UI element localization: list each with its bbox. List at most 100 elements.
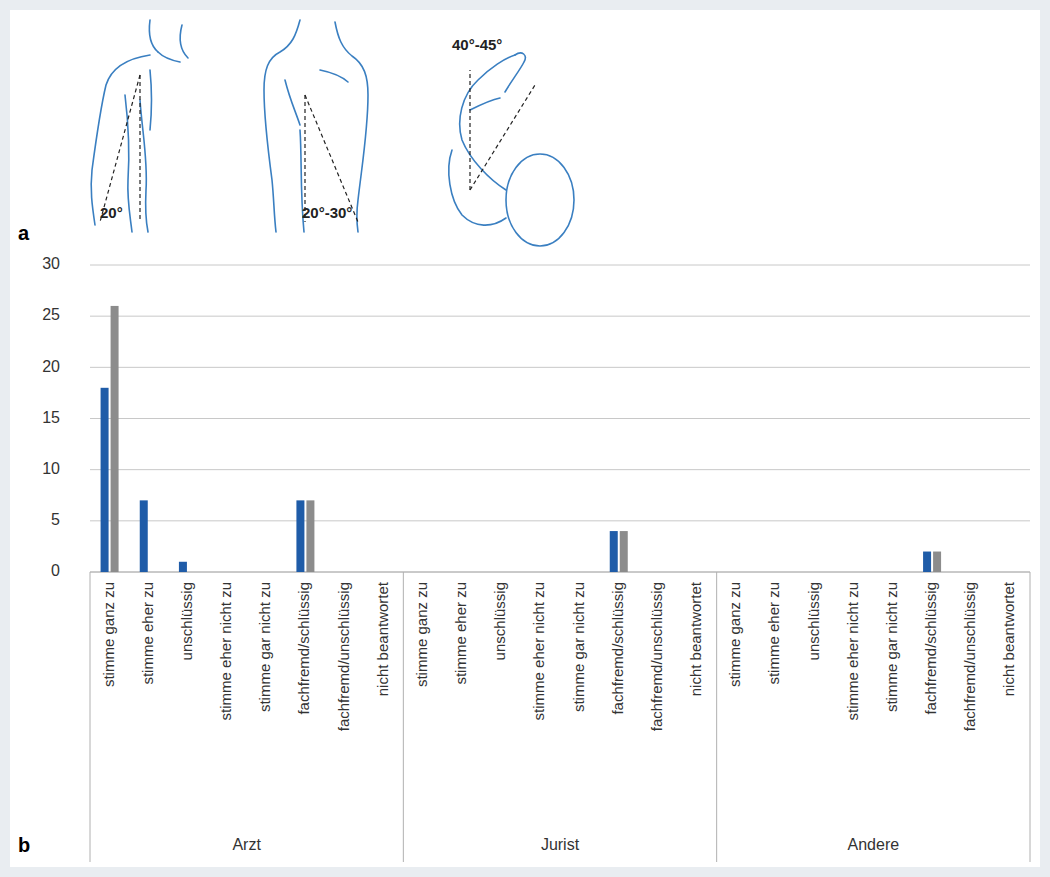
bar	[649, 572, 657, 573]
bar	[816, 572, 824, 573]
panel-background	[10, 10, 1040, 867]
sketch-line	[470, 98, 500, 110]
group-separator	[403, 572, 404, 862]
bar	[346, 572, 354, 573]
bar	[492, 572, 500, 573]
category-label: fachfremd/schlüssig	[609, 582, 626, 715]
bars	[101, 306, 942, 572]
bar	[463, 572, 471, 573]
category-label: stimme ganz zu	[726, 582, 743, 687]
x-axis	[90, 572, 1030, 573]
category-label: fachfremd/unschlüssig	[961, 582, 978, 731]
bar	[737, 572, 745, 573]
sketches	[91, 20, 574, 246]
category-label: stimme gar nicht zu	[883, 582, 900, 712]
bar	[698, 572, 706, 573]
bar	[453, 572, 461, 573]
grid-line	[90, 316, 1030, 317]
sketch-line	[150, 70, 152, 130]
bar	[218, 572, 226, 573]
group-separator	[1030, 572, 1031, 862]
bar	[228, 572, 236, 573]
bar	[581, 572, 589, 573]
panel-letter: b	[18, 834, 30, 856]
category-label: fachfremd/unschlüssig	[648, 582, 665, 731]
category-label: nicht beantwortet	[687, 581, 704, 696]
angle-label: 20°	[100, 204, 123, 221]
grid-line	[90, 572, 1030, 573]
category-label: unschlüssig	[178, 582, 195, 660]
panel-letter: a	[18, 222, 30, 244]
group-label: Andere	[848, 836, 900, 853]
category-label: stimme eher nicht zu	[844, 582, 861, 720]
bar	[845, 572, 853, 573]
bar	[620, 531, 628, 572]
sketch-line	[335, 22, 368, 232]
category-label: unschlüssig	[805, 582, 822, 660]
bar	[375, 572, 383, 573]
category-label: stimme eher nicht zu	[217, 582, 234, 720]
group-label: Jurist	[541, 836, 580, 853]
sketch-line	[505, 53, 525, 92]
bar	[776, 572, 784, 573]
angle-line	[139, 75, 140, 222]
bar	[894, 572, 902, 573]
bar	[727, 572, 735, 573]
sketch-line	[140, 100, 148, 232]
bar	[962, 572, 970, 573]
bar	[972, 572, 980, 573]
bar	[296, 500, 304, 572]
bar	[531, 572, 539, 573]
y-tick-label: 15	[42, 409, 60, 426]
grid-line	[90, 469, 1030, 470]
figure: 20° 20°-30° 40°-45° a 0 5 10 15 20 25 30 stimme gan…	[0, 0, 1050, 877]
bar	[659, 572, 667, 573]
y-tick-label: 25	[42, 306, 60, 323]
sketch-line	[158, 52, 180, 62]
bar	[101, 388, 109, 572]
category-label: stimme eher zu	[452, 582, 469, 685]
bar	[688, 572, 696, 573]
y-tick-label: 5	[51, 511, 60, 528]
bar	[541, 572, 549, 573]
angle-label: 20°-30°	[302, 204, 352, 221]
sketch-line	[180, 25, 188, 58]
bar	[610, 531, 618, 572]
bar	[385, 572, 393, 573]
bar	[336, 572, 344, 573]
category-label: stimme eher zu	[765, 582, 782, 685]
sketch-line	[285, 80, 300, 125]
bar	[1011, 572, 1019, 573]
bar	[1001, 572, 1009, 573]
angle-line	[305, 95, 358, 222]
group-separator	[90, 572, 91, 862]
category-label: stimme eher nicht zu	[530, 582, 547, 720]
y-tick-label: 30	[42, 255, 60, 272]
grid-line	[90, 418, 1030, 419]
category-label: stimme gar nicht zu	[256, 582, 273, 712]
bar	[884, 572, 892, 573]
bar	[571, 572, 579, 573]
grid-line	[90, 265, 1030, 266]
category-label: fachfremd/schlüssig	[922, 582, 939, 715]
angle-label: 40°-45°	[452, 36, 502, 53]
category-label: stimme ganz zu	[413, 582, 430, 687]
y-tick-label: 10	[42, 460, 60, 477]
bar	[933, 552, 941, 572]
bar	[150, 572, 158, 573]
bar	[766, 572, 774, 573]
category-label: fachfremd/schlüssig	[295, 582, 312, 715]
angle-line	[469, 70, 470, 190]
sketch-line	[460, 55, 515, 190]
head-outline	[506, 154, 574, 246]
grid-line	[90, 520, 1030, 521]
bar	[189, 572, 197, 573]
sketch-line	[149, 20, 158, 52]
bar	[855, 572, 863, 573]
sketch-line	[320, 70, 348, 82]
y-tick-label: 20	[42, 358, 60, 375]
y-tick-label: 0	[51, 562, 60, 579]
category-label: unschlüssig	[491, 582, 508, 660]
group-label: Arzt	[232, 836, 261, 853]
bar	[923, 552, 931, 572]
